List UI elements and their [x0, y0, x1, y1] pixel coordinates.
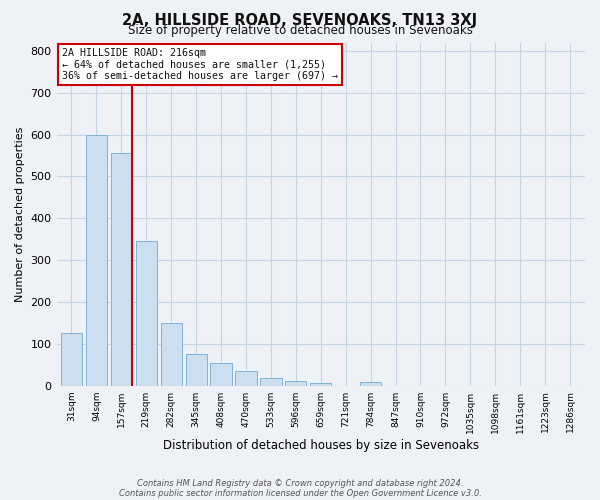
Bar	[111, 154, 132, 386]
Y-axis label: Number of detached properties: Number of detached properties	[15, 126, 25, 302]
Bar	[185, 354, 207, 386]
Bar	[61, 334, 82, 386]
X-axis label: Distribution of detached houses by size in Sevenoaks: Distribution of detached houses by size …	[163, 440, 479, 452]
Text: 2A, HILLSIDE ROAD, SEVENOAKS, TN13 3XJ: 2A, HILLSIDE ROAD, SEVENOAKS, TN13 3XJ	[122, 12, 478, 28]
Bar	[211, 362, 232, 386]
Text: Size of property relative to detached houses in Sevenoaks: Size of property relative to detached ho…	[128, 24, 472, 37]
Text: Contains HM Land Registry data © Crown copyright and database right 2024.
Contai: Contains HM Land Registry data © Crown c…	[119, 478, 481, 498]
Bar	[260, 378, 281, 386]
Bar	[235, 371, 257, 386]
Bar	[360, 382, 381, 386]
Bar	[86, 134, 107, 386]
Text: 2A HILLSIDE ROAD: 216sqm
← 64% of detached houses are smaller (1,255)
36% of sem: 2A HILLSIDE ROAD: 216sqm ← 64% of detach…	[62, 48, 338, 81]
Bar	[285, 380, 307, 386]
Bar	[310, 382, 331, 386]
Bar	[136, 241, 157, 386]
Bar	[161, 323, 182, 386]
